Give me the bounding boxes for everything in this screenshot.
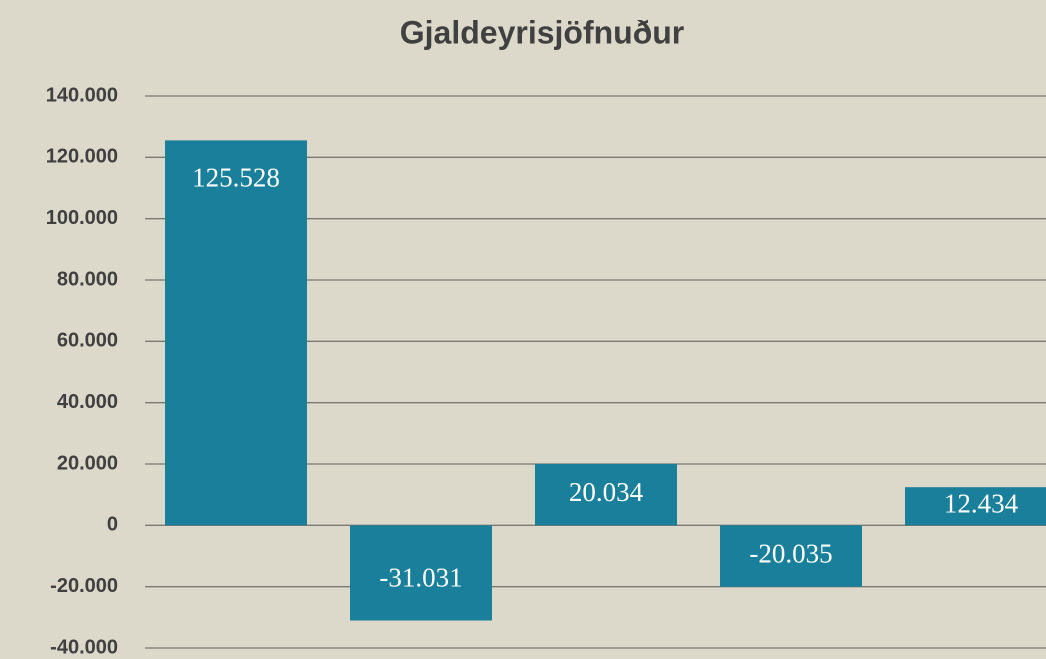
data-label: -31.031 xyxy=(379,563,462,593)
y-tick-label: 40.000 xyxy=(57,391,118,413)
data-label: 20.034 xyxy=(569,477,644,507)
y-tick-label: 140.000 xyxy=(46,84,118,106)
chart-title: Gjaldeyrisjöfnuður xyxy=(400,14,684,50)
y-tick-label: -20.000 xyxy=(50,575,118,597)
bar xyxy=(535,463,677,526)
bar xyxy=(720,525,862,587)
bar xyxy=(165,140,307,526)
y-tick-label: 0 xyxy=(107,514,118,536)
bar xyxy=(905,487,1046,526)
data-label: -20.035 xyxy=(749,538,832,568)
data-label: 125.528 xyxy=(192,163,280,193)
y-tick-label: 100.000 xyxy=(46,207,118,229)
y-tick-label: -40.000 xyxy=(50,636,118,658)
y-tick-label: 60.000 xyxy=(57,330,118,352)
y-tick-label: 120.000 xyxy=(46,146,118,168)
data-label: 12.434 xyxy=(944,488,1019,518)
y-tick-label: 20.000 xyxy=(57,452,118,474)
y-tick-label: 80.000 xyxy=(57,268,118,290)
bar xyxy=(350,525,492,621)
